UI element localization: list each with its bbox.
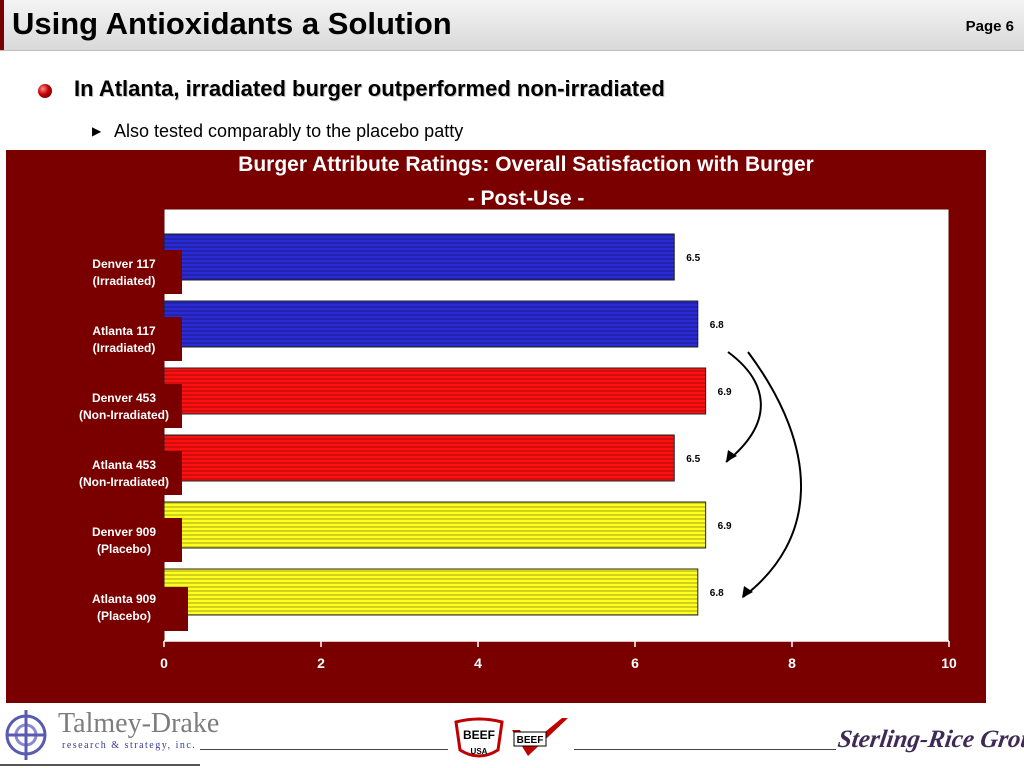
category-label-box [6, 250, 182, 294]
category-label: Denver 453 [92, 391, 156, 405]
footer [0, 704, 1024, 768]
data-label: 6.5 [686, 253, 700, 264]
category-label: (Non-Irradiated) [79, 408, 169, 422]
title-bar: Using Antioxidants a Solution Page 6 [0, 0, 1024, 51]
category-label: Atlanta 909 [92, 592, 156, 606]
main-bullet: In Atlanta, irradiated burger outperform… [74, 76, 665, 101]
beef-usa-text: USA [471, 747, 488, 756]
category-label: (Placebo) [97, 609, 151, 623]
data-label: 6.8 [710, 588, 724, 599]
category-label: (Placebo) [97, 542, 151, 556]
footer-divider [200, 749, 448, 750]
talmey-drake-logo-icon [5, 710, 47, 760]
title-accent [0, 0, 4, 50]
x-tick-label: 8 [788, 655, 796, 671]
beef-check-logo: BEEF [512, 718, 568, 756]
chart-title: Burger Attribute Ratings: Overall Satisf… [238, 153, 814, 176]
bar-chart: 6.5 Denver 117 (Irradiated) 6.8 Atlanta 117 (… [6, 208, 957, 671]
annotation-arrow [725, 351, 762, 463]
category-label-box [6, 384, 182, 428]
page-number: Page 6 [965, 18, 1014, 35]
data-label: 6.8 [710, 320, 724, 331]
category-label: (Non-Irradiated) [79, 475, 169, 489]
category-label: Denver 909 [92, 525, 156, 539]
data-label: 6.9 [718, 387, 732, 398]
chart-panel: Burger Attribute Ratings: Overall Satisf… [6, 150, 986, 703]
x-tick-label: 2 [317, 655, 325, 671]
category-label: (Irradiated) [93, 341, 156, 355]
bar-texture [164, 234, 675, 280]
category-label-box [6, 451, 182, 495]
annotation-arrowhead-icon [726, 450, 737, 462]
sub-bullet-arrow-icon: ▶ [92, 124, 102, 138]
footer-rule-left [0, 764, 200, 766]
beef-usa-logo: BEEF USA [454, 717, 504, 758]
bar-texture [164, 502, 706, 548]
data-label: 6.9 [718, 521, 732, 532]
bullet-icon [38, 84, 52, 98]
category-label: Denver 117 [92, 257, 156, 271]
category-label-box [6, 317, 182, 361]
bar-texture [164, 368, 706, 414]
category-label: (Irradiated) [93, 274, 156, 288]
annotation-arrow [742, 351, 802, 598]
category-label-box [6, 518, 182, 562]
data-label: 6.5 [686, 454, 700, 465]
beef-logo-text: BEEF [463, 728, 495, 742]
talmey-drake-tagline: research & strategy, inc. [62, 740, 197, 751]
slide-title: Using Antioxidants a Solution [12, 6, 452, 41]
category-label-box [6, 587, 188, 631]
talmey-drake-logo: Talmey-Drake [58, 708, 220, 739]
footer-divider [574, 749, 836, 750]
x-tick-label: 0 [160, 655, 168, 671]
annotation-arrowhead-icon [742, 586, 753, 598]
chart-subtitle: - Post-Use - [467, 187, 585, 210]
sterling-rice-logo: Sterling-Rice Group [836, 726, 1024, 753]
bar-texture [164, 301, 698, 347]
category-label: Atlanta 117 [92, 324, 156, 338]
x-tick-label: 4 [474, 655, 482, 671]
x-tick-label: 10 [941, 655, 957, 671]
x-tick-label: 6 [631, 655, 639, 671]
category-label: Atlanta 453 [92, 458, 156, 472]
bar-texture [164, 569, 698, 615]
bar-texture [164, 435, 675, 481]
beef-check-text: BEEF [517, 735, 544, 746]
sub-bullet: Also tested comparably to the placebo pa… [114, 121, 464, 141]
